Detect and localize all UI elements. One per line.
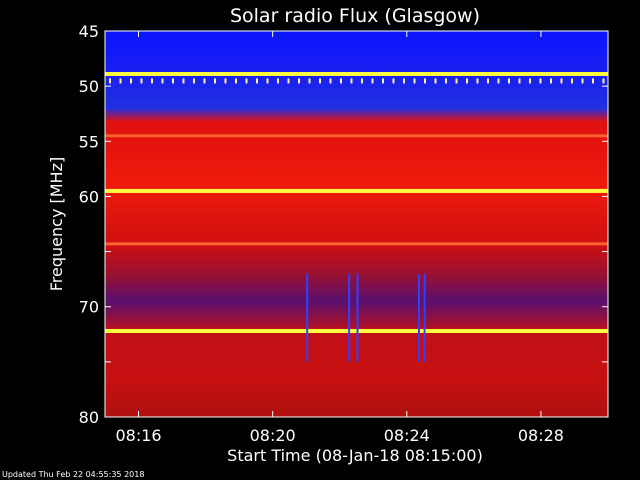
x-axis-label: Start Time (08-Jan-18 08:15:00): [227, 446, 483, 465]
burst-line-1: [348, 273, 351, 362]
y-tick-label: 60: [79, 187, 99, 206]
updated-timestamp: Updated Thu Feb 22 04:55:35 2018: [2, 470, 144, 479]
emission-band-1: [105, 188, 608, 193]
interference-row: [109, 78, 605, 84]
burst-line-3: [417, 273, 420, 362]
x-tick-label: 08:28: [518, 426, 564, 445]
x-tick-label: 08:20: [250, 426, 296, 445]
chart-title: Solar radio Flux (Glasgow): [230, 5, 480, 27]
emission-band-3: [105, 134, 608, 138]
y-axis-label: Frequency [MHz]: [47, 157, 66, 291]
y-tick-label: 80: [79, 408, 99, 427]
plot-area: [104, 30, 609, 418]
y-tick-label: 70: [79, 298, 99, 317]
x-tick-label: 08:16: [115, 426, 161, 445]
x-axis: 08:16 08:20 08:24 08:28: [115, 31, 564, 445]
y-tick-label: 45: [79, 22, 99, 41]
burst-line-4: [423, 273, 426, 362]
emission-band-0: [105, 72, 608, 77]
burst-features: [306, 273, 426, 362]
burst-line-2: [356, 273, 359, 362]
emission-band-4: [105, 242, 608, 246]
x-tick-label: 08:24: [384, 426, 430, 445]
burst-line-0: [306, 273, 309, 362]
y-tick-label: 50: [79, 77, 99, 96]
plot-frame: [104, 30, 609, 418]
y-axis: 45 50 55 60 70 80: [79, 22, 608, 427]
y-tick-label: 55: [79, 132, 99, 151]
